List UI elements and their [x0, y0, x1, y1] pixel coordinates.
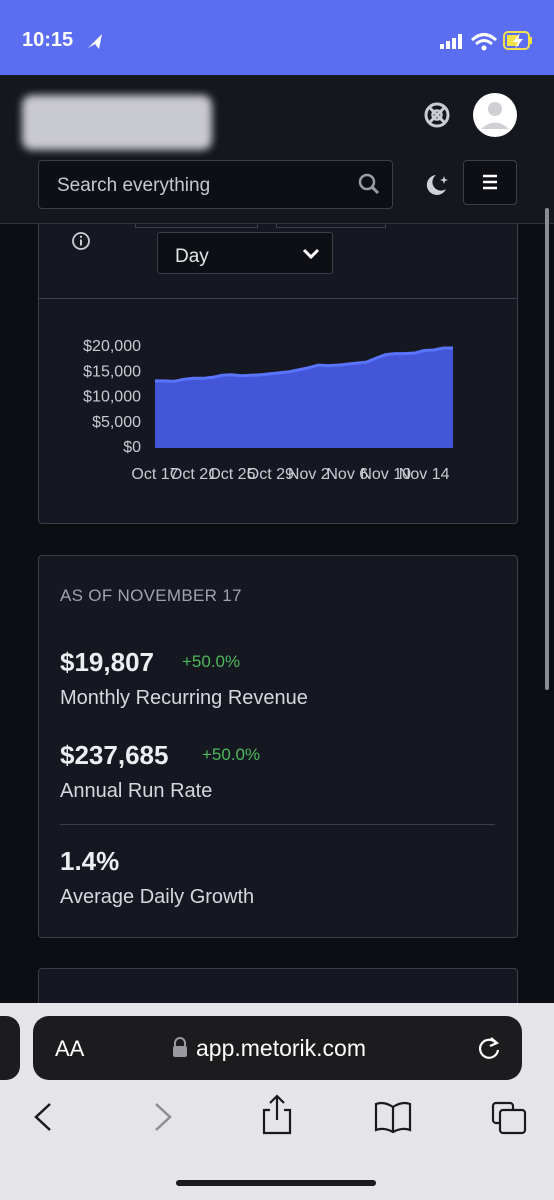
x-tick-label: Nov 14 — [399, 466, 450, 483]
clock: 10:15 — [22, 29, 74, 51]
y-tick-label: $15,000 — [83, 363, 141, 380]
metric-change: +50.0% — [182, 652, 241, 671]
select-chevron — [302, 248, 320, 260]
as-of: AS OF NOVEMBER 17 — [60, 586, 242, 605]
search-box[interactable] — [38, 160, 393, 209]
text-size-button[interactable]: AA — [55, 1036, 85, 1061]
home-indicator — [176, 1180, 376, 1186]
metric-label: Annual Run Rate — [60, 780, 213, 802]
y-tick-label: $0 — [123, 439, 141, 456]
search-placeholder: Search everything — [57, 175, 211, 196]
area — [155, 347, 453, 448]
metric-divider — [60, 824, 495, 825]
interval-select[interactable] — [157, 232, 333, 274]
metric-value: $19,807 — [60, 647, 154, 677]
header-edge — [0, 210, 554, 224]
back-button[interactable] — [34, 1103, 51, 1131]
y-tick-label: $5,000 — [92, 414, 141, 431]
x-tick-label: Oct 17 — [131, 466, 178, 483]
metric-label: Monthly Recurring Revenue — [60, 687, 308, 709]
scrollbar — [545, 208, 549, 690]
area-line — [155, 346, 454, 383]
prev-tab[interactable] — [0, 1016, 20, 1080]
x-tick-label: Oct 21 — [170, 466, 217, 483]
theme-toggle[interactable] — [422, 170, 452, 200]
avatar[interactable] — [473, 93, 517, 137]
menu-icon — [483, 174, 497, 190]
x-tick-label: Oct 29 — [247, 466, 294, 483]
metric-label: Average Daily Growth — [60, 886, 255, 908]
info-icon[interactable] — [70, 230, 92, 252]
menu-button[interactable] — [463, 160, 517, 205]
address-bar[interactable] — [33, 1016, 522, 1080]
metric-value: $237,685 — [60, 740, 169, 770]
x-tick-label: Nov 6 — [326, 466, 368, 483]
status-icons — [88, 31, 532, 51]
support-button[interactable] — [424, 102, 450, 128]
x-tick-label: Oct 25 — [208, 466, 255, 483]
bookmarks-button[interactable] — [374, 1101, 412, 1134]
interval-value: Day — [175, 246, 209, 267]
logo[interactable] — [22, 95, 212, 150]
forward-button[interactable] — [155, 1103, 172, 1131]
x-tick-label: Nov 2 — [288, 466, 330, 483]
metric-value: 1.4% — [60, 846, 120, 876]
url: app.metorik.com — [196, 1035, 367, 1061]
x-tick-label: Nov 10 — [360, 466, 411, 483]
share-button[interactable] — [262, 1094, 292, 1135]
y-tick-label: $20,000 — [83, 338, 141, 355]
reload-button[interactable] — [475, 1034, 503, 1062]
metric-change: +50.0% — [202, 745, 261, 764]
search-icon — [358, 173, 380, 195]
nav-icons — [34, 1094, 527, 1186]
header-icons — [424, 93, 517, 137]
tabs-button[interactable] — [491, 1101, 527, 1135]
y-tick-label: $10,000 — [83, 389, 141, 406]
lock-icon — [173, 1037, 187, 1057]
summary-card — [38, 555, 518, 938]
card-divider — [38, 298, 518, 299]
